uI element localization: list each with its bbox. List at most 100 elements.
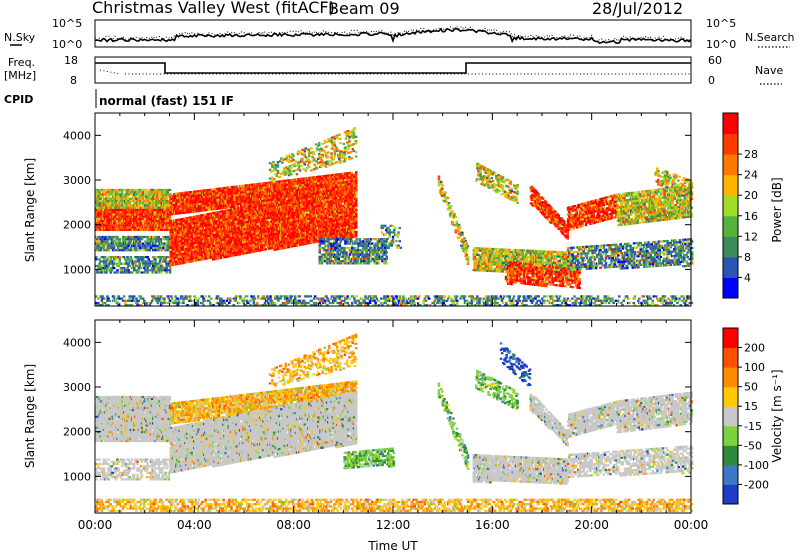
echo-cell xyxy=(169,204,172,207)
echo-cell xyxy=(246,195,250,198)
echo-cell xyxy=(224,189,227,192)
echo-cell xyxy=(207,237,210,240)
echo-cell xyxy=(179,212,183,215)
echo-cell xyxy=(110,244,114,247)
echo-cell xyxy=(143,235,146,239)
echo-cell xyxy=(98,271,101,274)
echo-cell xyxy=(218,187,222,190)
echo-cell xyxy=(174,195,177,198)
echo-cell xyxy=(139,217,143,220)
echo-cell xyxy=(166,256,169,259)
echo-cell xyxy=(317,186,320,189)
echo-cell xyxy=(256,189,260,192)
echo-cell xyxy=(248,213,252,216)
echo-cell xyxy=(141,197,145,200)
echo-cell xyxy=(114,271,117,274)
echo-cell xyxy=(138,264,142,267)
echo-cell xyxy=(109,228,112,231)
echo-cell xyxy=(106,204,109,207)
echo-cell xyxy=(140,238,144,241)
echo-cell xyxy=(329,178,332,181)
echo-cell xyxy=(343,179,347,182)
echo-cell xyxy=(213,233,216,237)
echo-cell xyxy=(107,228,110,231)
echo-cell xyxy=(166,260,169,263)
echo-cell xyxy=(235,200,238,204)
echo-cell xyxy=(175,258,178,261)
echo-cell xyxy=(232,232,235,235)
echo-cell xyxy=(198,200,202,204)
echo-cell xyxy=(141,242,145,245)
echo-cell xyxy=(260,187,263,190)
echo-cell xyxy=(145,244,148,247)
echo-cell xyxy=(145,242,148,245)
echo-cell xyxy=(146,235,149,239)
echo-cell xyxy=(332,182,336,185)
echo-cell xyxy=(115,191,118,194)
echo-cell xyxy=(272,183,275,186)
echo-cell xyxy=(139,249,143,252)
echo-cell xyxy=(128,206,131,209)
echo-cell xyxy=(178,196,181,199)
echo-cell xyxy=(154,249,157,252)
echo-cell xyxy=(148,262,152,265)
echo-cell xyxy=(293,191,296,194)
echo-cell xyxy=(95,249,98,252)
echo-cell xyxy=(98,191,101,194)
echo-cell xyxy=(352,182,356,185)
echo-cell xyxy=(343,172,347,175)
echo-cell xyxy=(143,267,146,270)
echo-cell xyxy=(128,242,131,245)
echo-cell xyxy=(129,211,133,214)
noise-sky-series xyxy=(94,27,692,45)
echo-cell xyxy=(160,188,164,192)
echo-cell xyxy=(122,244,126,247)
echo-cell xyxy=(236,203,239,206)
echo-cell xyxy=(116,224,119,227)
echo-cell xyxy=(160,264,164,267)
echo-cell xyxy=(129,188,133,192)
echo-cell xyxy=(156,197,159,200)
echo-cell xyxy=(125,269,128,272)
echo-cell xyxy=(150,260,154,263)
echo-cell xyxy=(102,260,106,263)
echo-cell xyxy=(99,197,102,200)
echo-cell xyxy=(262,188,265,192)
echo-cell xyxy=(207,254,210,257)
echo-cell xyxy=(217,224,221,227)
echo-cell xyxy=(265,186,269,189)
echo-cell xyxy=(159,262,163,265)
echo-cell xyxy=(198,209,202,212)
echo-cell xyxy=(117,191,120,194)
echo-cell xyxy=(140,260,144,263)
echo-cell xyxy=(229,241,233,244)
nave-label: Nave xyxy=(755,64,783,77)
echo-cell xyxy=(103,238,107,241)
echo-cell xyxy=(321,177,324,180)
echo-cell xyxy=(124,211,127,214)
freq-tick-top: 18 xyxy=(64,54,78,67)
echo-cell xyxy=(144,202,147,205)
echo-cell xyxy=(323,181,327,184)
echo-cell xyxy=(95,264,98,267)
echo-cell xyxy=(355,180,358,183)
noise-right-tick-top: 10^5 xyxy=(706,17,736,30)
echo-cell xyxy=(129,240,133,243)
echo-cell xyxy=(125,262,128,265)
echo-cell xyxy=(355,182,358,185)
freq-tick-bottom: 8 xyxy=(70,74,77,87)
echo-cell xyxy=(154,238,157,241)
echo-cell xyxy=(195,221,198,225)
echo-cell xyxy=(126,246,129,250)
echo-cell xyxy=(144,262,147,265)
echo-cell xyxy=(148,235,152,239)
echo-cell xyxy=(109,197,112,200)
echo-cell xyxy=(263,184,266,187)
cpid-label: CPID xyxy=(4,93,33,106)
echo-cell xyxy=(131,262,135,265)
echo-cell xyxy=(338,182,341,185)
echo-cell xyxy=(283,184,286,187)
echo-cell xyxy=(258,227,262,230)
echo-cell xyxy=(189,191,193,194)
echo-cell xyxy=(119,267,123,270)
